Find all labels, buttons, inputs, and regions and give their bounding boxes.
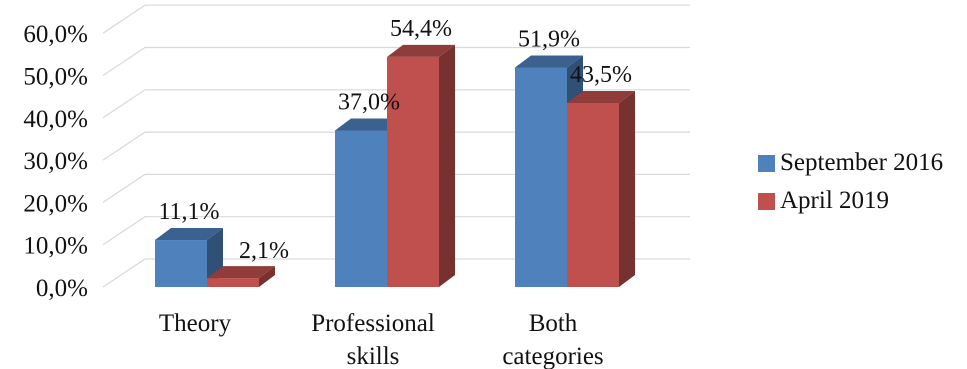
y-tick-label: 40,0% — [23, 106, 88, 133]
bar-front — [335, 130, 387, 287]
bar-front — [515, 67, 567, 287]
data-label: 54,4% — [390, 16, 452, 42]
bar-front — [567, 102, 619, 288]
gridlines — [102, 4, 690, 288]
legend-item-series-1: September 2016 — [758, 148, 943, 178]
y-tick-label: 60,0% — [23, 21, 88, 48]
category-label: skills — [347, 343, 400, 369]
bar-front — [387, 56, 439, 287]
bar-side — [439, 44, 455, 287]
y-tick-label: 10,0% — [23, 233, 88, 260]
gridline — [102, 89, 690, 119]
legend-label: April 2019 — [780, 187, 890, 214]
legend-label: September 2016 — [780, 149, 944, 176]
y-tick-label: 20,0% — [23, 190, 88, 217]
gridline — [102, 173, 690, 203]
y-tick-label: 30,0% — [23, 148, 88, 175]
gridline — [102, 46, 690, 76]
bar-front — [155, 240, 207, 287]
gridline — [102, 131, 690, 161]
data-label: 2,1% — [239, 238, 289, 264]
bar — [567, 90, 635, 288]
bar-top — [335, 118, 403, 131]
category-label: Theory — [159, 310, 232, 337]
gridline — [102, 258, 690, 288]
data-labels: 11,1% 37,0% 51,9% 2,1% 54,4% 43,5% — [158, 16, 632, 264]
data-label: 11,1% — [158, 199, 219, 225]
bar-side — [259, 266, 275, 287]
gridline — [102, 216, 690, 246]
legend-swatch — [758, 154, 775, 172]
data-label: 37,0% — [338, 89, 400, 115]
y-axis-ticks: 0,0% 10,0% 20,0% 30,0% 40,0% 50,0% 60,0% — [23, 21, 88, 302]
y-tick-label: 0,0% — [36, 275, 88, 302]
bars — [155, 44, 635, 288]
category-labels: Theory Professional skills Both categories — [159, 310, 604, 369]
legend-item-series-2: April 2019 — [758, 186, 943, 216]
bar-side — [619, 90, 635, 288]
category-label: categories — [502, 343, 603, 369]
legend: September 2016 April 2019 — [758, 148, 943, 224]
gridline — [102, 4, 690, 34]
category-label: Both — [529, 310, 578, 337]
legend-swatch — [758, 192, 775, 210]
bar — [207, 266, 275, 287]
bar-top — [515, 55, 583, 68]
bar — [387, 44, 455, 287]
data-label: 43,5% — [570, 62, 632, 88]
category-label: Professional — [311, 310, 435, 337]
bar-front — [207, 278, 259, 287]
y-tick-label: 50,0% — [23, 64, 88, 91]
data-label: 51,9% — [518, 26, 580, 52]
bar-top — [155, 228, 223, 241]
bar-top — [567, 90, 635, 103]
bar-top — [207, 266, 275, 279]
bar-top — [387, 44, 455, 57]
